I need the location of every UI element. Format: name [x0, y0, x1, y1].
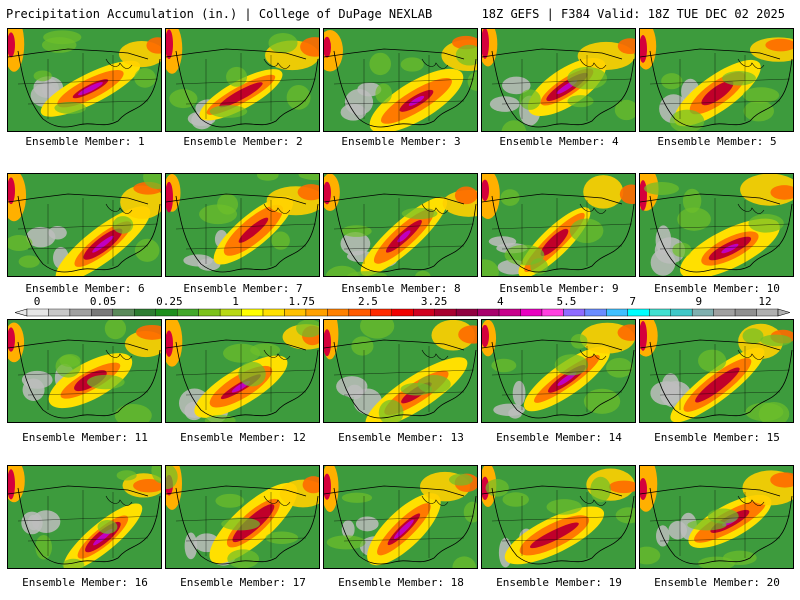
ensemble-member-label: Ensemble Member: 2	[183, 135, 303, 148]
colorbar-segment	[219, 308, 242, 317]
forecast-map-panel	[323, 465, 478, 569]
colorbar-tick-label: 1	[232, 295, 239, 308]
forecast-map-panel	[165, 173, 320, 277]
ensemble-member-label: Ensemble Member: 15	[654, 431, 780, 444]
forecast-map-panel	[481, 465, 636, 569]
colorbar-segment	[563, 308, 586, 317]
colorbar-segment	[455, 308, 478, 317]
colorbar-tick-label: 3.25	[420, 295, 448, 308]
colorbar-segment	[520, 308, 543, 317]
colorbar-segment	[69, 308, 92, 317]
forecast-map-panel	[323, 319, 478, 423]
ensemble-member-label: Ensemble Member: 10	[654, 282, 780, 295]
colorbar-segment	[305, 308, 328, 317]
colorbar-segment	[670, 308, 693, 317]
ensemble-member-label: Ensemble Member: 6	[25, 282, 145, 295]
forecast-map-panel	[639, 319, 794, 423]
colorbar-segment	[112, 308, 135, 317]
colorbar-segment	[713, 308, 736, 317]
colorbar-segment	[284, 308, 307, 317]
colorbar-tick-label: 5.5	[556, 295, 577, 308]
colorbar-tick-label: 7	[629, 295, 636, 308]
colorbar-segment	[649, 308, 671, 317]
colorbar-segment	[434, 308, 457, 317]
forecast-map-panel	[639, 465, 794, 569]
ensemble-member-label: Ensemble Member: 7	[183, 282, 303, 295]
product-title: Precipitation Accumulation (in.) | Colle…	[6, 7, 433, 21]
colorbar-tick-label: 9	[695, 295, 703, 308]
forecast-map-panel	[7, 173, 162, 277]
ensemble-member-label: Ensemble Member: 11	[22, 431, 148, 444]
ensemble-member-label: Ensemble Member: 1	[25, 135, 145, 148]
colorbar-tick-label: 1.75	[288, 295, 315, 308]
colorbar-segment	[498, 308, 521, 317]
colorbar-tick-label: 2.5	[357, 295, 378, 308]
colorbar-left-arrow	[13, 308, 28, 317]
colorbar-segment	[348, 308, 371, 317]
colorbar-tick-label: 0.25	[156, 295, 183, 308]
colorbar-segment	[691, 308, 714, 317]
forecast-map-panel	[481, 28, 636, 132]
colorbar-segment	[391, 308, 414, 317]
forecast-map-panel	[7, 28, 162, 132]
colorbar-segment	[176, 308, 199, 317]
colorbar-segment	[198, 308, 221, 317]
ensemble-member-label: Ensemble Member: 3	[341, 135, 461, 148]
colorbar-segment	[48, 308, 71, 317]
ensemble-member-label: Ensemble Member: 12	[180, 431, 306, 444]
colorbar-segment	[541, 308, 564, 317]
forecast-map-panel	[481, 319, 636, 423]
colorbar-segment	[370, 308, 392, 317]
ensemble-member-label: Ensemble Member: 17	[180, 576, 306, 589]
colorbar-segment	[477, 308, 500, 317]
colorbar-tick-label: 4	[496, 295, 504, 308]
ensemble-member-label: Ensemble Member: 4	[499, 135, 619, 148]
colorbar-segment	[327, 308, 350, 317]
colorbar-segment	[606, 308, 628, 317]
forecast-map-panel	[639, 28, 794, 132]
ensemble-member-label: Ensemble Member: 8	[341, 282, 461, 295]
colorbar-tick-label: 0.05	[89, 295, 117, 308]
forecast-map-panel	[481, 173, 636, 277]
colorbar-tick-label: 12	[758, 295, 772, 308]
forecast-map-panel	[7, 465, 162, 569]
ensemble-member-label: Ensemble Member: 20	[654, 576, 780, 589]
forecast-map-panel	[165, 465, 320, 569]
ensemble-member-label: Ensemble Member: 5	[657, 135, 777, 148]
colorbar-segment	[756, 308, 779, 317]
valid-time: 18Z GEFS | F384 Valid: 18Z TUE DEC 02 20…	[481, 7, 785, 21]
colorbar-segment	[627, 308, 650, 317]
colorbar-right-arrow	[777, 308, 792, 317]
forecast-map-panel	[323, 28, 478, 132]
ensemble-member-label: Ensemble Member: 19	[496, 576, 622, 589]
ensemble-member-label: Ensemble Member: 16	[22, 576, 148, 589]
header-bar: Precipitation Accumulation (in.) | Colle…	[0, 0, 800, 26]
colorbar-scale	[13, 308, 792, 317]
forecast-map-panel	[7, 319, 162, 423]
forecast-map-panel	[323, 173, 478, 277]
ensemble-member-label: Ensemble Member: 13	[338, 431, 464, 444]
colorbar-segment	[26, 308, 49, 317]
precip-colorbar: 0 0.05 0.25 1 1.75 2.5 3.25 4 5.5 7 9 12	[13, 295, 792, 320]
colorbar-segment	[155, 308, 178, 317]
forecast-map-panel	[639, 173, 794, 277]
colorbar-segment	[262, 308, 285, 317]
ensemble-member-label: Ensemble Member: 9	[499, 282, 619, 295]
forecast-map-panel	[165, 319, 320, 423]
colorbar-segment	[734, 308, 757, 317]
ensemble-member-label: Ensemble Member: 18	[338, 576, 464, 589]
colorbar-segment	[134, 308, 156, 317]
colorbar-segment	[91, 308, 114, 317]
ensemble-member-label: Ensemble Member: 14	[496, 431, 622, 444]
forecast-map-panel	[165, 28, 320, 132]
colorbar-tick-label: 0	[33, 295, 41, 308]
colorbar-segment	[584, 308, 607, 317]
colorbar-segment	[241, 308, 264, 317]
colorbar-segment	[413, 308, 435, 317]
